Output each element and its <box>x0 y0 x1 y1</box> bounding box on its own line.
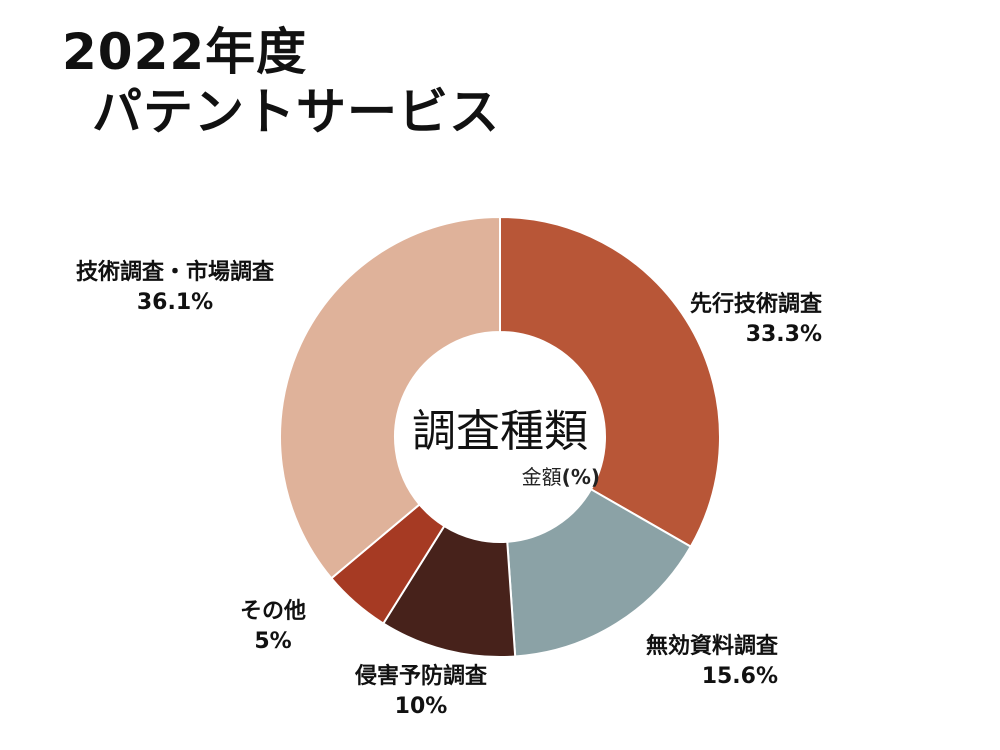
slice-label-name: 無効資料調査 <box>646 634 779 659</box>
center-subtitle-text: 金額 <box>521 465 562 489</box>
slice-prior-art <box>499 215 721 548</box>
slice-label-value: 15.6% <box>701 664 779 689</box>
donut-center-title: 調査種類 <box>412 406 588 457</box>
donut-center-subtitle: 金額(%) <box>470 462 600 492</box>
slice-label-tech-market: 技術調査・市場調査 36.1% <box>76 258 274 318</box>
slice-label-value: 33.3% <box>745 322 823 347</box>
slice-label-name: 侵害予防調査 <box>355 664 488 689</box>
chart-title: 2022年度 パテントサービス <box>62 22 662 142</box>
slice-label-value: 10% <box>394 694 448 719</box>
title-year: 2022年度 <box>62 23 308 81</box>
center-unit: (%) <box>561 465 600 489</box>
slice-label-name: 技術調査・市場調査 <box>76 260 275 285</box>
slice-label-name: 先行技術調査 <box>690 292 823 317</box>
slice-label-infringement: 侵害予防調査 10% <box>355 662 487 722</box>
slice-label-value: 36.1% <box>136 290 214 315</box>
slice-label-other: その他 5% <box>240 597 306 657</box>
slice-tech-market <box>279 215 501 580</box>
slice-label-invalidity: 無効資料調査 15.6% <box>646 632 778 692</box>
slice-label-value: 5% <box>254 629 292 654</box>
title-service: パテントサービス <box>92 83 500 141</box>
slice-label-prior-art: 先行技術調査 33.3% <box>690 290 822 350</box>
slice-label-name: その他 <box>240 599 307 624</box>
slice-invalidity <box>506 487 693 658</box>
